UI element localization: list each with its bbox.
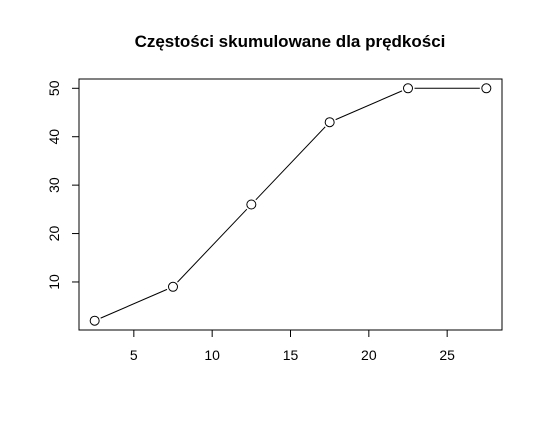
x-tick-label: 15 (283, 347, 299, 363)
series-layer (89, 83, 492, 326)
data-point (246, 199, 257, 210)
series-segment (177, 208, 248, 283)
data-point (481, 83, 492, 94)
data-point (89, 315, 100, 326)
x-tick-label: 20 (361, 347, 377, 363)
y-tick-label: 40 (46, 129, 62, 145)
y-axis: 10 20 30 40 50 (46, 80, 80, 290)
y-tick-label: 20 (46, 226, 62, 242)
y-tick-label: 30 (46, 177, 62, 193)
y-tick-label: 10 (46, 274, 62, 290)
series-segment (255, 126, 326, 201)
chart-title: Częstości skumulowane dla prędkości (135, 32, 446, 51)
series-segment (335, 90, 403, 121)
x-tick-label: 25 (439, 347, 455, 363)
data-point (403, 83, 413, 94)
plot-area-frame (78, 78, 503, 331)
data-point (324, 117, 335, 128)
y-tick-label: 50 (46, 80, 62, 96)
x-tick-label: 5 (130, 347, 138, 363)
data-point (168, 281, 178, 292)
x-axis: 5 10 15 20 25 (130, 329, 455, 363)
series-segment (100, 288, 168, 319)
x-tick-label: 10 (204, 347, 220, 363)
